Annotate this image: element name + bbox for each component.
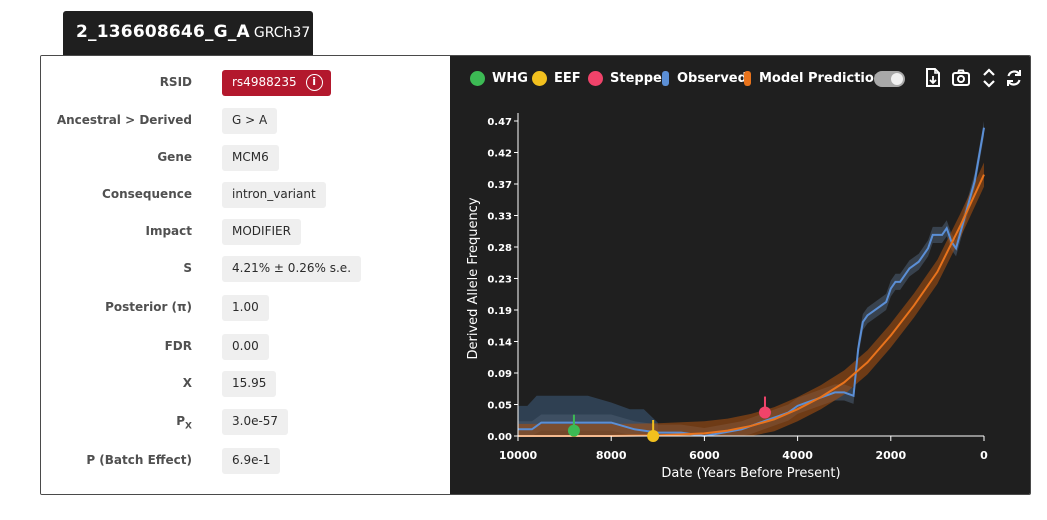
eef-marker [647, 430, 660, 442]
x-tick-label: 0 [980, 449, 988, 462]
y-tick-label: 0.23 [487, 275, 512, 286]
x-axis-title: Date (Years Before Present) [661, 466, 840, 481]
y-tick-label: 0.33 [487, 212, 512, 223]
whg-marker [567, 424, 580, 437]
model-prediction-band [518, 162, 984, 436]
legend-whg-label: WHG [492, 71, 528, 86]
x-tick-label: 2000 [875, 449, 906, 462]
posterior-row: Posterior (π) 1.00 [41, 295, 450, 321]
toggle-knob [891, 73, 903, 85]
axes-layer: 0.00 0.05 0.09 0.14 0.19 0.23 0.28 0.33 0.37 0.42… [466, 113, 988, 481]
steppe-marker [758, 406, 771, 419]
y-tick-label: 0.28 [487, 243, 512, 254]
legend-steppe-label: Steppe [610, 71, 662, 86]
steppe-dot-icon [588, 71, 603, 86]
legend-eef-label: EEF [554, 71, 581, 86]
y-axis-title: Derived Allele Frequency [466, 197, 481, 359]
posterior-label: Posterior (π) [105, 300, 192, 314]
y-tick-label: 0.09 [487, 369, 512, 380]
consequence-row: Consequence intron_variant [41, 182, 450, 208]
s-label: S [183, 261, 192, 275]
observed-line [518, 127, 985, 438]
y-tick-label: 0.47 [487, 117, 512, 128]
display-toggle[interactable] [874, 71, 905, 87]
y-tick-label: 0.05 [487, 401, 512, 412]
observed-bar-icon [662, 71, 669, 86]
px-value: 3.0e-57 [222, 409, 289, 435]
px-label-main: P [176, 414, 186, 428]
fdr-row: FDR 0.00 [41, 334, 450, 360]
x-label: X [182, 376, 192, 390]
posterior-value: 1.00 [222, 295, 269, 321]
rsid-value: rs4988235 [232, 75, 297, 89]
uncertainty-bands-layer [518, 121, 984, 436]
consequence-label: Consequence [102, 187, 192, 201]
expand-icon[interactable] [979, 67, 999, 89]
model-bar-icon [744, 71, 751, 86]
rsid-row: RSID rs4988235 i [41, 70, 450, 96]
variant-card: RSID rs4988235 i Ancestral > Derived G >… [40, 55, 1031, 495]
impact-value: MODIFIER [222, 219, 301, 245]
ancestral-derived-row: Ancestral > Derived G > A [41, 108, 450, 134]
y-tick-label: 0.14 [487, 338, 512, 349]
ancestral-derived-value: G > A [222, 108, 278, 134]
y-tick-label: 0.19 [487, 306, 512, 317]
camera-icon[interactable] [951, 67, 971, 89]
fdr-label: FDR [164, 339, 192, 353]
x-tick-label: 10000 [499, 449, 538, 462]
p-batch-value: 6.9e-1 [222, 448, 281, 474]
impact-label: Impact [145, 224, 192, 238]
gene-row: Gene MCM6 [41, 145, 450, 171]
download-icon[interactable] [923, 67, 943, 89]
px-label-sub: X [185, 421, 192, 432]
genome-build: GRCh37 [253, 25, 311, 41]
x-value: 15.95 [222, 371, 277, 397]
px-label: PX [176, 414, 192, 431]
px-row: PX 3.0e-57 [41, 409, 450, 435]
ancient-markers-layer [567, 396, 771, 442]
rsid-badge[interactable]: rs4988235 i [222, 70, 331, 96]
legend-observed-label: Observed [677, 71, 747, 86]
fdr-value: 0.00 [222, 334, 269, 360]
variant-details-panel: RSID rs4988235 i Ancestral > Derived G >… [41, 56, 450, 494]
gene-label: Gene [157, 150, 192, 164]
ancestral-derived-label: Ancestral > Derived [56, 113, 192, 127]
p-batch-label: P (Batch Effect) [86, 453, 192, 467]
s-value: 4.21% ± 0.26% s.e. [222, 256, 362, 282]
p-batch-row: P (Batch Effect) 6.9e-1 [41, 448, 450, 474]
refresh-icon[interactable] [1004, 67, 1024, 89]
chart-panel: WHG EEF Steppe Observed Model Prediction [450, 56, 1030, 494]
whg-dot-icon [470, 71, 485, 86]
variant-tab[interactable]: 2_136608646_G_A GRCh37 [63, 11, 313, 56]
x-tick-label: 8000 [596, 449, 627, 462]
y-tick-label: 0.42 [487, 149, 512, 160]
x-row: X 15.95 [41, 371, 450, 397]
observed-band [518, 121, 984, 436]
x-tick-label: 6000 [689, 449, 720, 462]
y-tick-label: 0.00 [487, 432, 512, 443]
gene-value: MCM6 [222, 145, 279, 171]
rsid-label: RSID [159, 75, 192, 89]
y-tick-label: 0.37 [487, 180, 512, 191]
series-lines-layer [518, 127, 985, 438]
s-row: S 4.21% ± 0.26% s.e. [41, 256, 450, 282]
eef-dot-icon [532, 71, 547, 86]
impact-row: Impact MODIFIER [41, 219, 450, 245]
legend-model-label: Model Prediction [759, 71, 884, 86]
variant-id: 2_136608646_G_A [76, 22, 250, 42]
consequence-value: intron_variant [222, 182, 326, 208]
info-icon[interactable]: i [305, 74, 323, 91]
x-tick-label: 4000 [782, 449, 813, 462]
allele-frequency-chart: 0.00 0.05 0.09 0.14 0.19 0.23 0.28 0.33 0.37 0.42… [466, 113, 988, 481]
